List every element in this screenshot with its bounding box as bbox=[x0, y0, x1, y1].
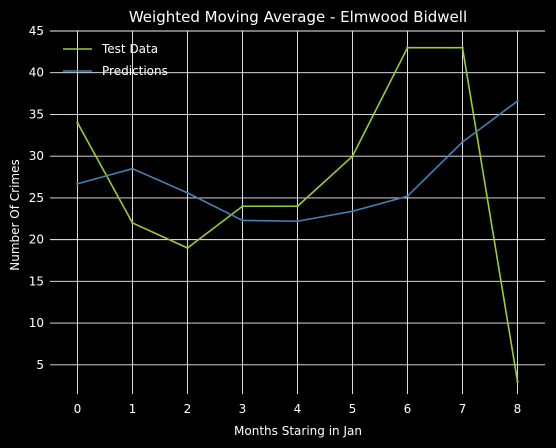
y-tick-label: 40 bbox=[29, 66, 44, 80]
data-point bbox=[186, 191, 189, 195]
x-tick-label: 0 bbox=[74, 402, 82, 416]
series-lines bbox=[76, 46, 519, 383]
y-tick-label: 15 bbox=[29, 274, 44, 288]
data-point bbox=[406, 195, 409, 198]
legend: Test Data Predictions bbox=[63, 42, 168, 78]
data-point bbox=[351, 154, 354, 158]
data-point bbox=[186, 246, 189, 250]
data-point bbox=[516, 99, 519, 103]
data-point bbox=[296, 220, 299, 223]
data-point bbox=[351, 210, 354, 213]
x-tick-label: 4 bbox=[294, 402, 302, 416]
x-tick-label: 3 bbox=[239, 402, 247, 416]
data-point bbox=[461, 140, 464, 144]
x-tick-label: 8 bbox=[514, 402, 522, 416]
y-tick-label: 20 bbox=[29, 233, 44, 247]
x-tick-label: 7 bbox=[459, 402, 467, 416]
x-tick-label: 1 bbox=[129, 402, 137, 416]
y-tick-label: 35 bbox=[29, 107, 44, 121]
data-point bbox=[76, 182, 79, 185]
x-tick-label: 2 bbox=[184, 402, 192, 416]
x-axis-label: Months Staring in Jan bbox=[234, 424, 362, 438]
y-tick-label: 30 bbox=[29, 149, 44, 163]
data-point bbox=[76, 121, 79, 124]
y-tick-label: 5 bbox=[36, 358, 44, 372]
data-point bbox=[131, 167, 134, 170]
grid bbox=[50, 30, 545, 394]
y-tick-label: 10 bbox=[29, 316, 44, 330]
data-point bbox=[296, 205, 299, 208]
legend-label: Predictions bbox=[102, 64, 168, 78]
chart-title: Weighted Moving Average - Elmwood Bidwel… bbox=[129, 8, 467, 26]
x-tick-label: 5 bbox=[349, 402, 357, 416]
legend-label: Test Data bbox=[101, 42, 158, 56]
data-point bbox=[406, 46, 409, 49]
data-point bbox=[241, 219, 244, 222]
data-point bbox=[461, 46, 464, 49]
data-point bbox=[131, 221, 134, 225]
x-tick-label: 6 bbox=[404, 402, 412, 416]
y-axis-label: Number Of Crimes bbox=[8, 159, 22, 270]
data-point bbox=[241, 205, 244, 208]
data-point bbox=[516, 380, 519, 383]
y-tick-label: 25 bbox=[29, 191, 44, 205]
y-tick-label: 45 bbox=[29, 24, 44, 38]
